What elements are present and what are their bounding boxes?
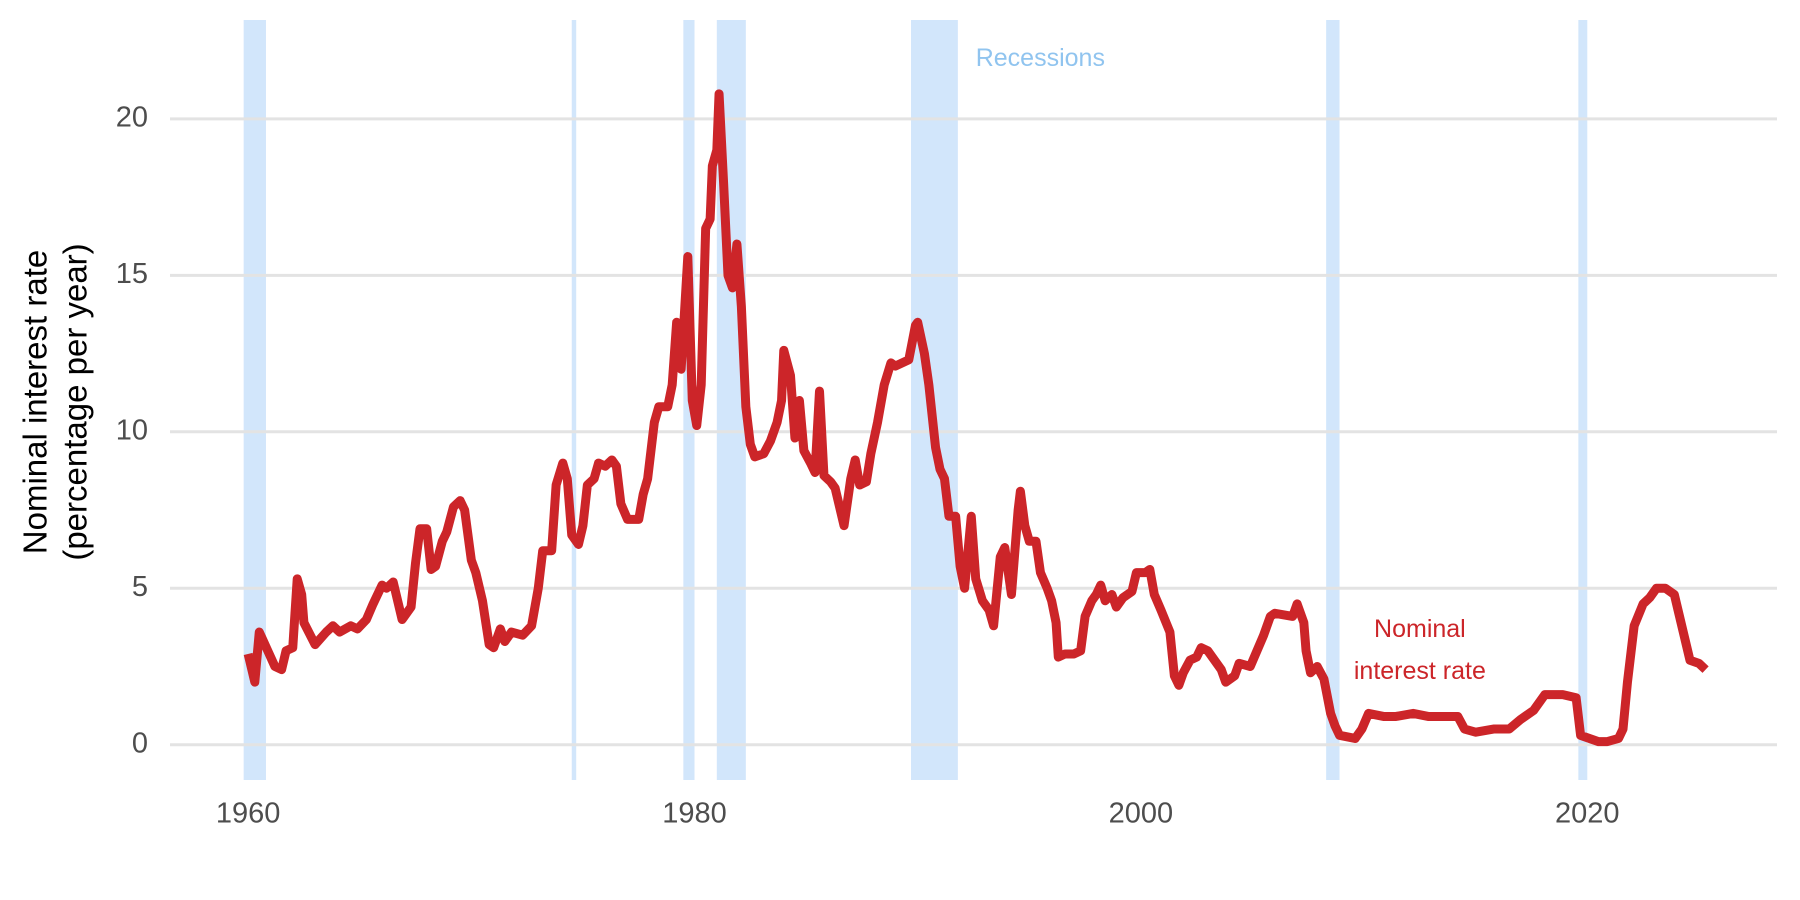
x-tick-label: 2000 <box>1109 798 1174 830</box>
y-tick-label: 20 <box>116 102 148 134</box>
series-line <box>243 89 1709 747</box>
y-tick-label: 5 <box>132 571 148 603</box>
series-label: interest rate <box>1354 657 1486 685</box>
grid <box>170 117 1777 747</box>
recessions-label: Recessions <box>976 44 1105 72</box>
y-tick-label: 10 <box>116 414 148 446</box>
recession-band <box>243 20 266 780</box>
series-layer <box>243 89 1709 747</box>
y-axis-label: (percentage per year) <box>57 243 94 560</box>
labels: Nominal interest rate (percentage per ye… <box>17 44 1620 830</box>
x-tick-label: 1980 <box>662 798 727 830</box>
x-tick-label: 2020 <box>1555 798 1620 830</box>
x-tick-label: 1960 <box>216 798 281 830</box>
recession-band <box>1578 20 1588 780</box>
y-axis-label: Nominal interest rate <box>17 250 54 554</box>
recession-band <box>1326 20 1340 780</box>
y-tick-label: 0 <box>132 727 148 759</box>
recession-band <box>571 20 577 780</box>
series-label: Nominal <box>1374 615 1466 643</box>
y-tick-label: 15 <box>116 258 148 290</box>
